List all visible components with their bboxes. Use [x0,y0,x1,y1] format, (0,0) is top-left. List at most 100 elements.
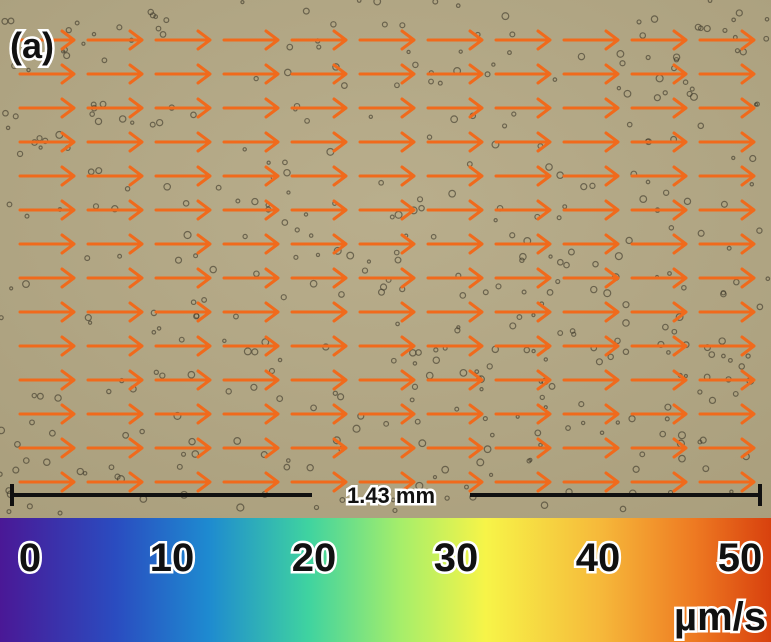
particle [662,189,670,196]
arrow [630,471,688,493]
arrow [154,165,212,187]
particle [84,314,92,322]
particle [193,313,200,319]
arrow [698,335,756,357]
arrow [358,233,416,255]
particle [233,437,242,445]
particle [458,49,463,54]
arrow [562,437,620,459]
arrow [86,369,144,391]
arrow [562,97,620,119]
arrow [358,29,416,51]
particle [182,200,190,207]
particle [394,256,402,264]
particle [548,254,553,259]
particle [393,249,400,256]
particle [519,257,525,263]
particle [190,111,197,119]
particle [682,79,689,85]
particle [283,68,292,77]
particle [763,35,770,42]
arrow [698,233,756,255]
particle [183,230,192,240]
arrow [86,131,144,153]
arrow [222,335,280,357]
particle [0,315,4,321]
arrow [426,335,484,357]
particle [622,319,630,327]
particle [215,184,222,191]
particle [437,80,443,86]
arrow [18,199,76,221]
particle [662,90,668,96]
particle [356,0,362,3]
particle [251,348,259,356]
particle [555,278,561,285]
colorbar-tick-label: 20 [292,536,337,580]
particle [459,368,468,377]
arrow [358,267,416,289]
arrow [426,403,484,425]
particle [242,233,248,240]
particle [616,49,625,58]
arrow [154,131,212,153]
particle [603,289,612,298]
particle [308,233,314,238]
arrow [358,165,416,187]
particle [87,320,93,325]
particle [614,252,623,261]
particle [156,326,162,331]
arrow [562,63,620,85]
arrow [630,63,688,85]
arrow [494,131,552,153]
arrow [494,29,552,51]
particle [488,472,494,478]
particle [222,338,227,344]
particle [101,57,108,64]
particle [163,182,172,191]
particle [9,286,14,291]
arrow [86,165,144,187]
arrow [86,199,144,221]
particle [310,404,318,412]
particle [236,503,245,512]
arrow [222,403,280,425]
arrow [86,97,144,119]
particle [31,392,37,399]
arrow [222,471,280,493]
arrow [698,97,756,119]
particle [433,347,439,353]
particle [337,393,345,401]
particle [628,415,636,423]
arrow [494,233,552,255]
particle [607,353,614,361]
arrow [222,233,280,255]
particle [694,23,702,31]
particle [178,336,185,343]
particle [282,159,288,166]
particle [89,111,95,117]
particle [330,21,337,28]
particle [373,0,382,6]
arrow [222,29,280,51]
colorbar-unit: µm/s [674,595,766,639]
arrow [494,267,552,289]
particle [332,390,338,396]
particle [677,431,687,440]
arrow [18,403,76,425]
particle [2,109,9,117]
particle [734,48,740,54]
colorbar-tick-label: 0 [19,536,41,580]
arrow [290,63,348,85]
particle [595,358,603,366]
particle [26,503,33,510]
arrow [630,267,688,289]
particle [552,77,558,82]
particle [418,204,425,212]
arrow [154,369,212,391]
arrow [358,301,416,323]
arrow [154,471,212,493]
arrow [630,369,688,391]
particle [689,86,695,92]
arrow [426,267,484,289]
